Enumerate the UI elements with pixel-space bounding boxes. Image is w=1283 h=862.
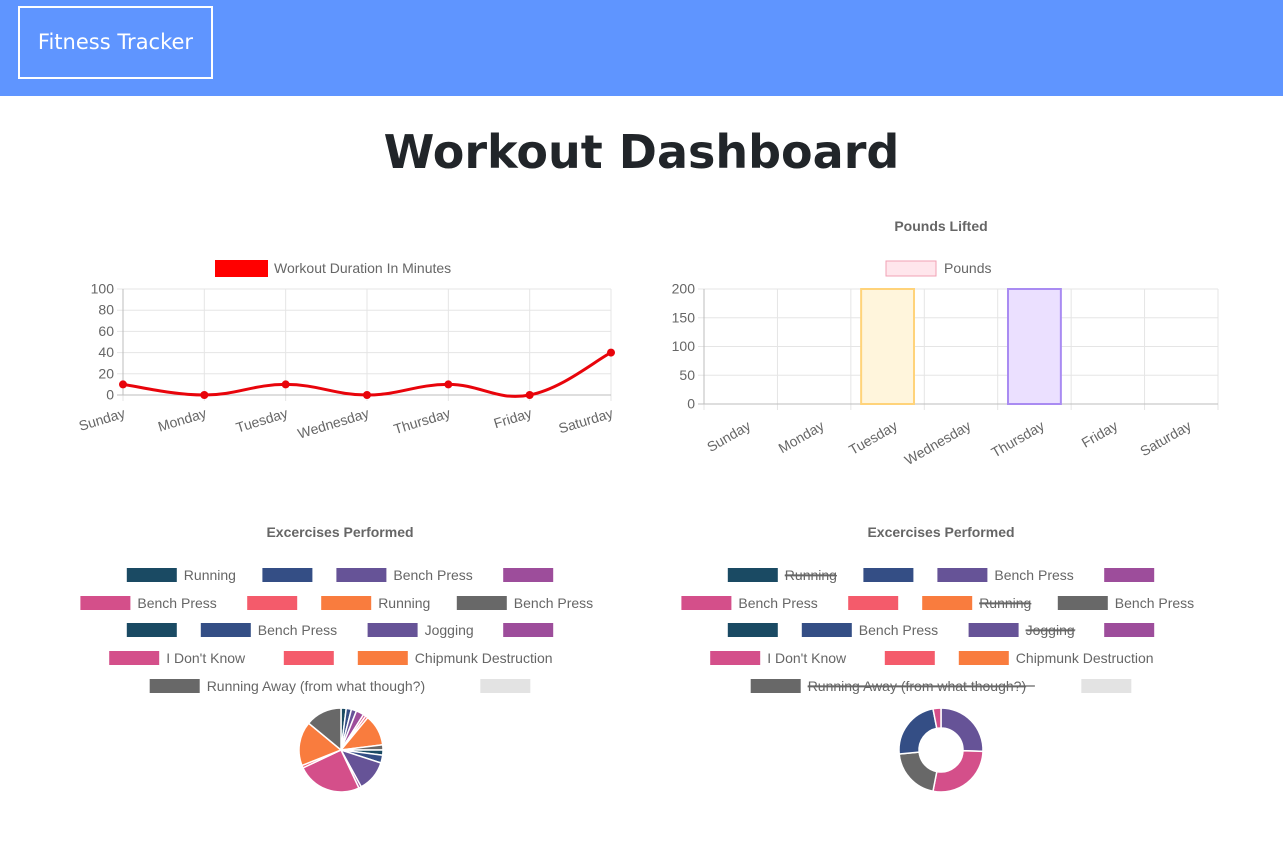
y-tick-label: 0 [106, 387, 114, 403]
legend-swatch [247, 596, 298, 610]
legend-swatch [80, 596, 131, 610]
legend-swatch [503, 623, 554, 637]
legend-label: Bench Press [137, 595, 216, 611]
y-tick-label: 0 [687, 396, 695, 412]
legend-swatch [456, 596, 507, 610]
legend-swatch [357, 651, 408, 665]
legend-label: I Don't Know [767, 650, 847, 666]
pie-slice [898, 707, 938, 755]
legend-label: Chipmunk Destruction [1016, 650, 1154, 666]
legend-swatch [149, 679, 200, 693]
y-tick-label: 20 [98, 365, 114, 381]
legend-swatch [367, 623, 418, 637]
data-point [281, 380, 290, 389]
y-tick-label: 80 [98, 302, 114, 318]
page-title: Workout Dashboard [383, 125, 900, 179]
legend-swatch [968, 623, 1019, 637]
pie-slice [932, 749, 984, 793]
legend-swatch [848, 596, 899, 610]
legend-label: Jogging [425, 622, 474, 638]
legend-swatch [262, 568, 313, 582]
legend-swatch [503, 568, 554, 582]
legend-swatch [885, 260, 937, 277]
legend-label: Bench Press [994, 567, 1073, 583]
legend-swatch [727, 568, 778, 582]
y-tick-label: 50 [679, 367, 695, 383]
legend-label: Bench Press [859, 622, 938, 638]
y-tick-label: 100 [672, 338, 696, 354]
exercises-pie-chart: Excercises Performed Running Bench Press Be… [80, 524, 593, 793]
pie-slice [898, 751, 938, 793]
legend-swatch [1104, 623, 1155, 637]
legend-swatch [727, 623, 778, 637]
legend-swatch [480, 679, 531, 693]
legend-label: Pounds [944, 260, 991, 276]
chart-title: Excercises Performed [867, 524, 1014, 540]
bar [1006, 288, 1062, 405]
y-tick-label: 150 [672, 309, 696, 325]
legend-swatch [958, 651, 1009, 665]
pie-slice [307, 707, 342, 752]
data-point [525, 391, 534, 399]
legend-swatch [200, 623, 251, 637]
legend-swatch [215, 260, 268, 277]
bar [860, 288, 916, 405]
chart-title: Excercises Performed [266, 524, 413, 540]
pie-slice [932, 707, 942, 730]
navbar: Fitness Tracker [0, 0, 1283, 96]
data-point [444, 380, 453, 389]
legend-swatch [1104, 568, 1155, 582]
y-tick-label: 100 [91, 281, 115, 297]
legend-label: Bench Press [258, 622, 337, 638]
legend-label: Bench Press [514, 595, 593, 611]
data-point [363, 391, 371, 399]
data-point [119, 380, 127, 389]
legend-swatch [750, 679, 801, 693]
legend-label: Running Away (from what though?) [207, 678, 425, 694]
legend-swatch [336, 568, 387, 582]
legend-label: Workout Duration In Minutes [274, 260, 451, 276]
y-tick-label: 200 [672, 281, 696, 297]
legend-label: Running [378, 595, 430, 611]
legend-swatch [863, 568, 914, 582]
legend-swatch [710, 651, 761, 665]
data-point [200, 391, 209, 399]
legend-label: Chipmunk Destruction [415, 650, 553, 666]
legend-swatch [321, 596, 372, 610]
legend-swatch [884, 651, 935, 665]
legend-label: Bench Press [738, 595, 817, 611]
legend-swatch [937, 568, 988, 582]
legend-label: I Don't Know [166, 650, 246, 666]
legend-label: Running [184, 567, 236, 583]
chart-title: Pounds Lifted [894, 218, 987, 234]
y-tick-label: 60 [98, 323, 114, 339]
legend-label: Bench Press [393, 567, 472, 583]
pie-slice [298, 722, 343, 767]
data-point [607, 348, 615, 357]
legend-swatch [1057, 596, 1108, 610]
legend-swatch [922, 596, 973, 610]
pie-slice [940, 707, 984, 753]
legend-swatch [801, 623, 852, 637]
legend-swatch [1081, 679, 1132, 693]
legend-swatch [126, 568, 177, 582]
legend-swatch [283, 651, 334, 665]
legend-swatch [109, 651, 160, 665]
legend-swatch [681, 596, 732, 610]
brand-link[interactable]: Fitness Tracker [18, 6, 213, 79]
y-tick-label: 40 [98, 344, 114, 360]
legend-label: Bench Press [1115, 595, 1194, 611]
legend-swatch [126, 623, 177, 637]
pie-slice [301, 749, 360, 793]
